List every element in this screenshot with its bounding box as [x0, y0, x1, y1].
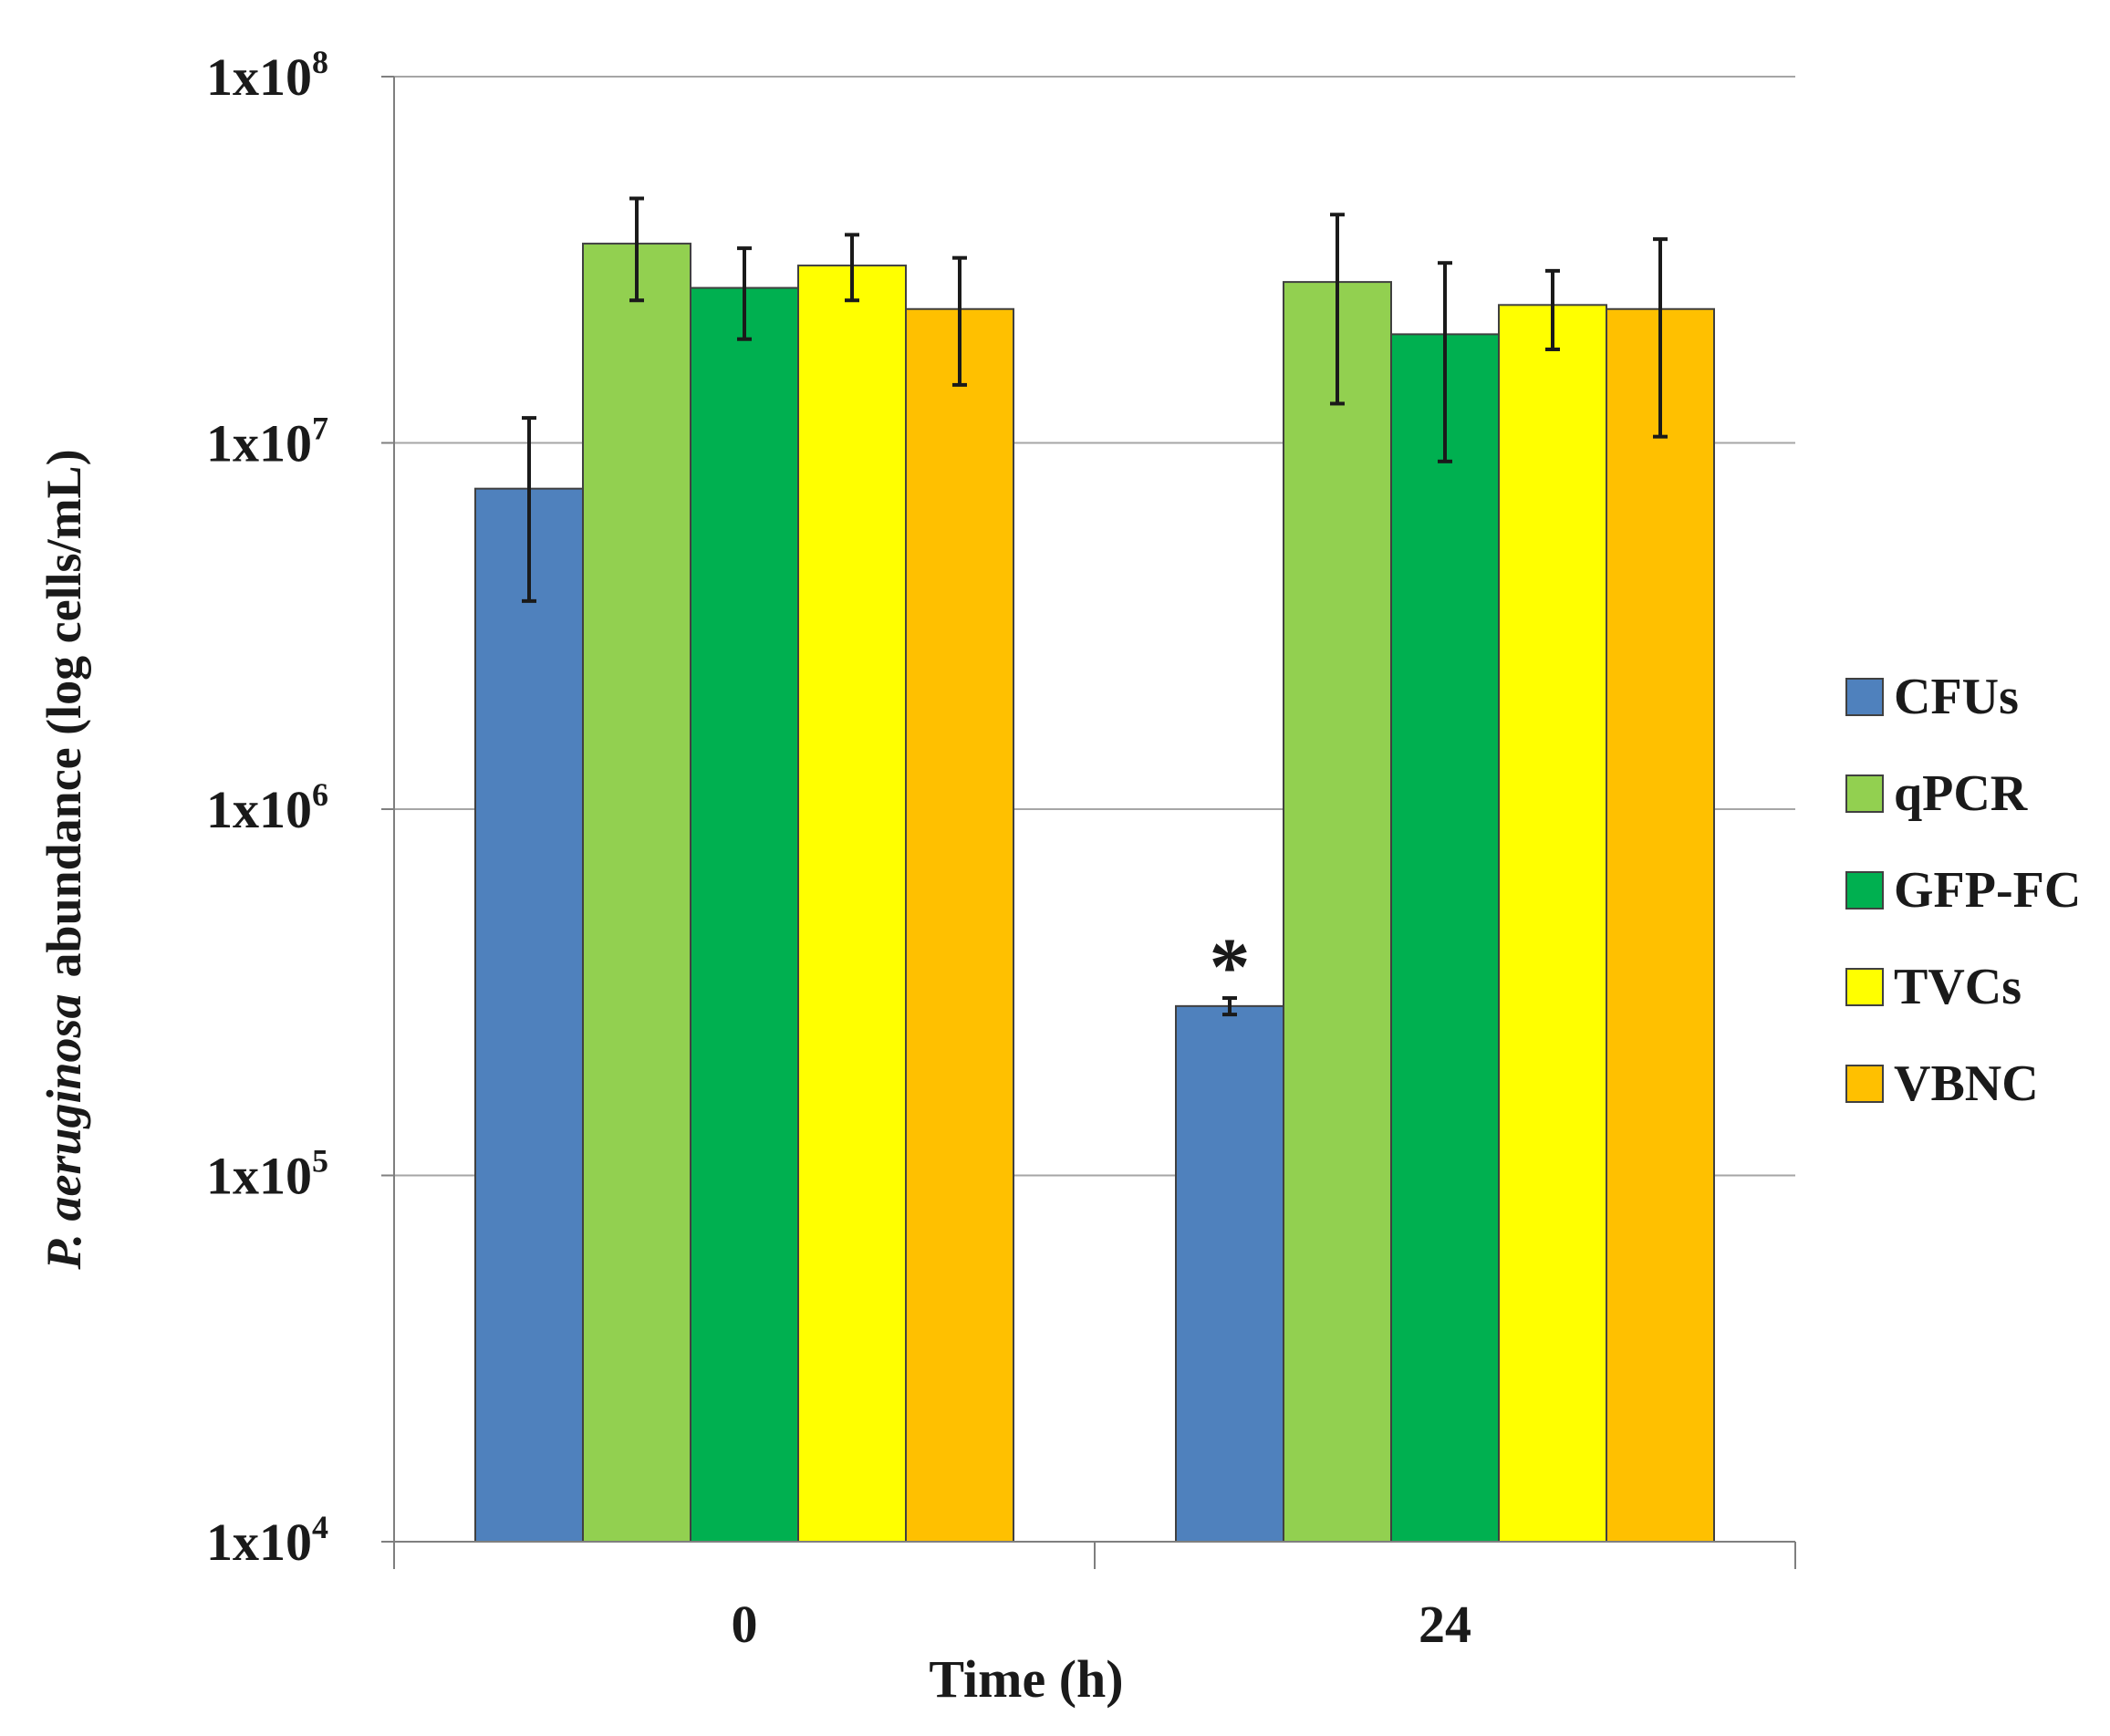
annotations: *	[1210, 922, 1251, 1013]
x-axis-label: Time (h)	[929, 1649, 1123, 1709]
bar-tvcs	[1498, 304, 1607, 1544]
bar-gfp-fc	[1390, 333, 1500, 1543]
y-tick-labels: 1x104 1x105 1x106 1x107 1x108	[206, 44, 328, 1572]
legend: CFUs qPCR GFP-FC TVCs VBNC	[1845, 669, 2081, 1112]
legend-swatch	[1845, 678, 1884, 716]
bar-cfus	[1175, 1004, 1284, 1543]
legend-item-gfp-fc: GFP-FC	[1845, 862, 2081, 919]
legend-item-qpcr: qPCR	[1845, 765, 2028, 822]
y-tick-label: 1x104	[206, 1509, 328, 1572]
y-axis-label: P. aeruginosa abundance (log cells/mL)	[36, 449, 91, 1270]
legend-label: VBNC	[1894, 1055, 2039, 1112]
y-tick-label: 1x106	[206, 776, 328, 839]
legend-label: CFUs	[1894, 669, 2019, 725]
legend-swatch	[1845, 1065, 1884, 1103]
axes	[393, 77, 1796, 1569]
x-tick-label: 24	[1419, 1595, 1471, 1654]
legend-swatch	[1845, 968, 1884, 1006]
legend-label: GFP-FC	[1894, 862, 2081, 919]
x-tick-label: 0	[732, 1595, 758, 1654]
bar-cfus	[474, 487, 584, 1544]
legend-item-vbnc: VBNC	[1845, 1055, 2039, 1112]
legend-item-tvcs: TVCs	[1845, 959, 2022, 1015]
legend-swatch	[1845, 774, 1884, 813]
significance-marker: *	[1210, 922, 1251, 1013]
error-bars	[522, 196, 1668, 1017]
legend-swatch	[1845, 871, 1884, 910]
legend-item-cfus: CFUs	[1845, 669, 2019, 725]
bar-vbnc	[905, 307, 1014, 1543]
legend-label: TVCs	[1894, 959, 2022, 1015]
y-tick-label: 1x108	[206, 44, 328, 107]
y-tick-label: 1x107	[206, 411, 328, 473]
bar-qpcr	[582, 243, 691, 1544]
bar-gfp-fc	[690, 286, 799, 1543]
y-tick-label: 1x105	[206, 1143, 328, 1206]
x-tick-labels: 0 24	[732, 1595, 1472, 1654]
y-axis-label-italic: P. aeruginosa	[36, 993, 91, 1270]
legend-label: qPCR	[1894, 765, 2028, 822]
bar-vbnc	[1606, 307, 1715, 1543]
bar-tvcs	[797, 265, 907, 1544]
y-axis-label-rest: abundance (log cells/mL)	[36, 449, 91, 977]
bars	[474, 243, 1715, 1544]
bar-qpcr	[1283, 281, 1392, 1543]
